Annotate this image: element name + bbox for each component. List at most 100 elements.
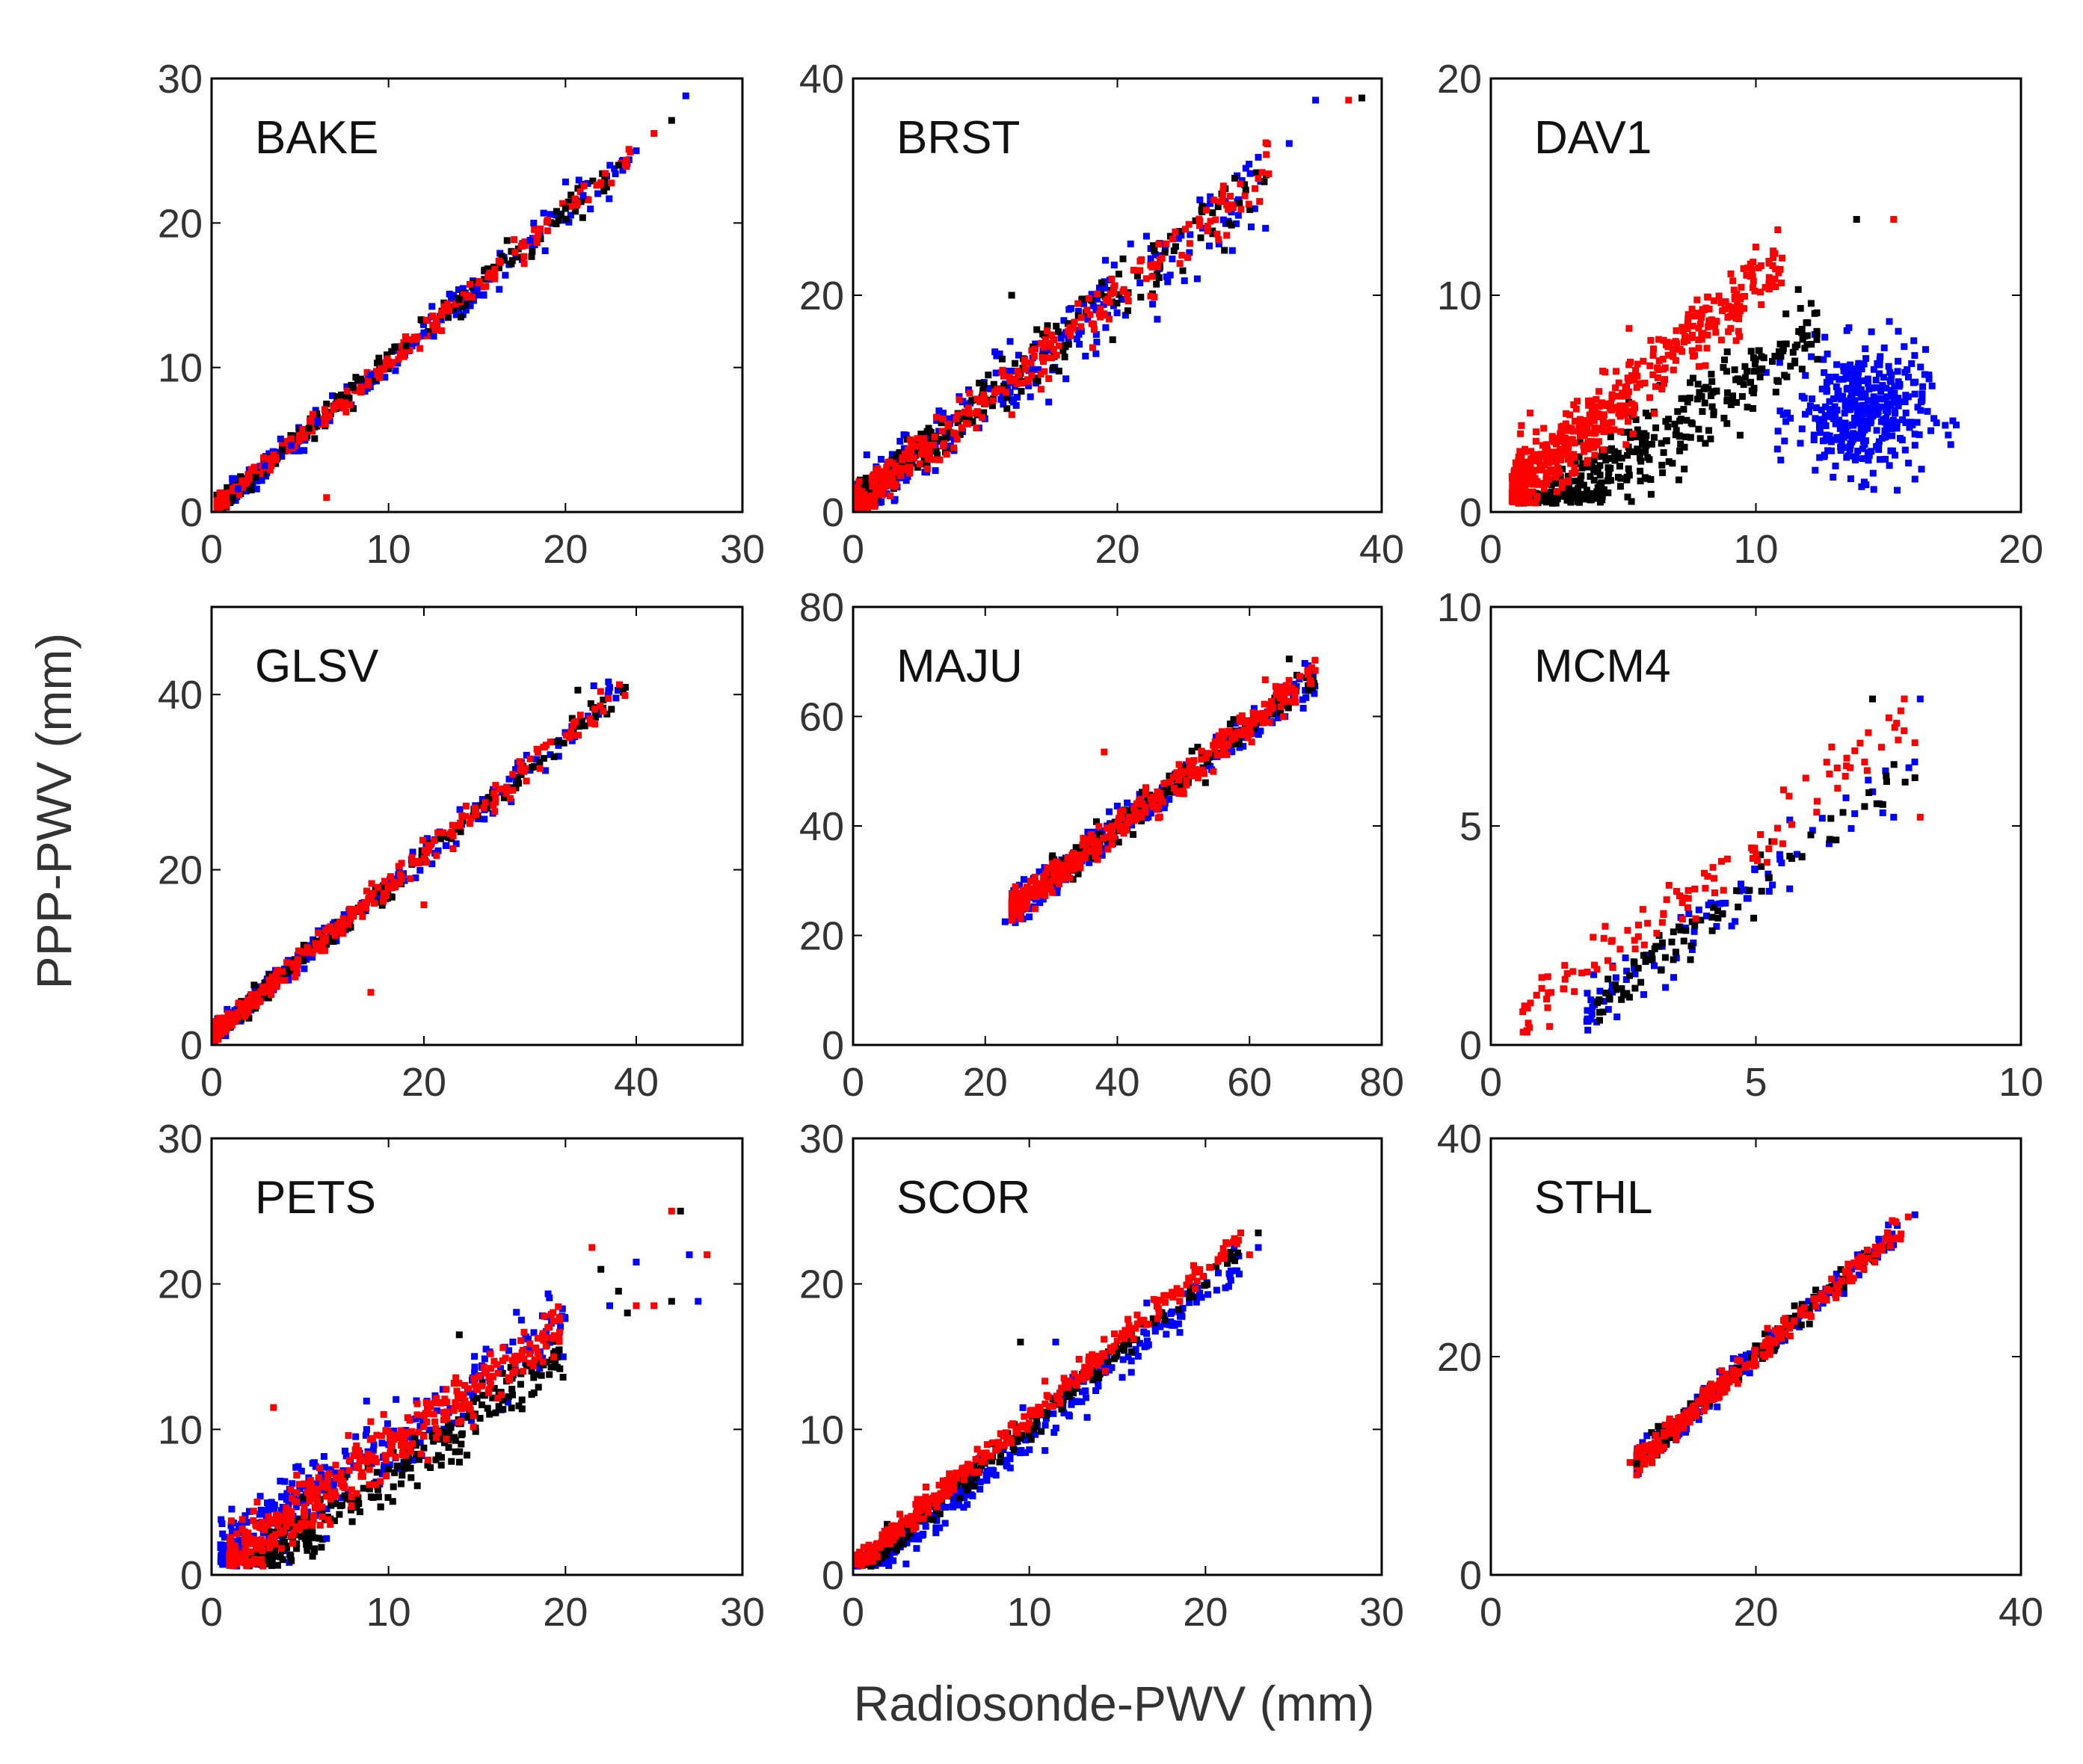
- blue-point: [456, 806, 464, 813]
- red-point: [422, 316, 430, 324]
- red-point: [1056, 863, 1064, 870]
- red-point: [1069, 325, 1077, 333]
- blue-point: [1818, 407, 1825, 413]
- black-point: [1008, 292, 1015, 299]
- blue-point: [1913, 419, 1921, 426]
- red-point: [1284, 688, 1291, 696]
- red-point: [492, 782, 499, 789]
- red-point: [1590, 934, 1597, 941]
- black-point: [1741, 374, 1749, 381]
- red-point: [1617, 428, 1625, 435]
- red-point: [1022, 366, 1030, 373]
- red-point: [460, 291, 467, 298]
- red-point: [966, 389, 973, 397]
- red-point: [615, 681, 623, 688]
- black-point: [514, 776, 521, 783]
- black-point: [1199, 203, 1206, 210]
- red-point: [941, 440, 948, 448]
- blue-point: [1862, 345, 1869, 353]
- red-point: [1738, 283, 1745, 291]
- red-point: [1763, 859, 1770, 866]
- black-point: [1853, 216, 1860, 223]
- blue-point: [1896, 380, 1904, 388]
- red-point: [953, 415, 960, 422]
- black-point: [1794, 341, 1801, 348]
- blue-point: [452, 840, 460, 848]
- blue-point: [1875, 438, 1883, 445]
- red-point: [511, 249, 519, 256]
- black-point: [1560, 491, 1567, 499]
- red-point: [1057, 867, 1065, 875]
- red-point: [1205, 750, 1212, 757]
- y-tick-label: 0: [822, 490, 844, 535]
- y-tick-label: 10: [1437, 274, 1482, 318]
- red-point: [1765, 258, 1773, 265]
- black-point: [1630, 958, 1637, 966]
- red-point: [1008, 411, 1015, 419]
- black-point: [1605, 993, 1613, 1000]
- black-point: [1723, 396, 1731, 404]
- black-point: [1744, 404, 1751, 411]
- red-point: [1655, 336, 1663, 343]
- red-point: [1110, 833, 1118, 841]
- red-point: [397, 871, 404, 878]
- red-point: [869, 483, 876, 490]
- black-point: [576, 723, 582, 730]
- blue-point: [1779, 411, 1787, 419]
- red-point: [440, 303, 448, 310]
- blue-point: [1787, 415, 1794, 422]
- black-point: [603, 183, 610, 191]
- y-tick-label: 0: [180, 490, 203, 535]
- red-point: [926, 448, 933, 456]
- black-point: [1577, 475, 1584, 482]
- black-point: [1737, 378, 1744, 386]
- red-point: [214, 508, 221, 512]
- red-point: [1304, 667, 1311, 674]
- red-point: [923, 465, 931, 472]
- red-point: [1154, 789, 1161, 795]
- red-point: [1268, 698, 1275, 705]
- red-point: [1028, 371, 1036, 379]
- red-point: [526, 755, 534, 762]
- red-point: [540, 744, 547, 750]
- blue-point: [1843, 454, 1850, 461]
- blue-point: [1662, 984, 1670, 991]
- red-point: [1223, 751, 1231, 759]
- blue-point: [1820, 356, 1827, 363]
- red-point: [1023, 883, 1030, 891]
- black-point: [600, 188, 608, 195]
- red-point: [1189, 759, 1196, 766]
- red-point: [1779, 840, 1786, 848]
- red-point: [1720, 886, 1727, 894]
- red-point: [1634, 933, 1642, 940]
- blue-point: [437, 316, 445, 324]
- red-point: [1510, 494, 1518, 502]
- blue-point: [1776, 407, 1784, 415]
- red-point: [1509, 481, 1516, 488]
- black-point: [484, 794, 492, 801]
- black-point: [1638, 448, 1646, 456]
- black-point: [1708, 377, 1716, 385]
- red-point: [1219, 195, 1226, 203]
- black-point: [1566, 494, 1574, 501]
- blue-point: [619, 167, 627, 174]
- red-point: [855, 501, 862, 508]
- blue-point: [1851, 369, 1859, 377]
- red-point: [1612, 384, 1619, 392]
- blue-point: [1234, 196, 1242, 203]
- red-point: [406, 347, 413, 354]
- red-point: [872, 474, 879, 481]
- black-point: [1813, 336, 1821, 343]
- black-point: [896, 449, 903, 456]
- red-point: [473, 811, 480, 818]
- black-point: [1744, 368, 1750, 375]
- blue-point: [1786, 816, 1794, 824]
- red-point: [292, 973, 299, 981]
- red-point: [1519, 493, 1526, 501]
- blue-point: [1219, 216, 1227, 223]
- black-point: [1634, 964, 1642, 972]
- red-point: [1273, 691, 1280, 699]
- red-point: [1712, 318, 1720, 325]
- black-point: [562, 215, 570, 223]
